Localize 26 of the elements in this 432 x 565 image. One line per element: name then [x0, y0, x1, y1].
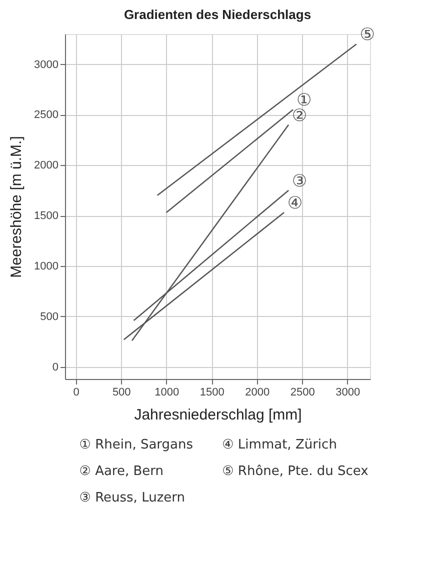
x-tick-label: 3000: [336, 386, 360, 398]
x-tick-label: 2000: [245, 386, 270, 398]
y-tick-label: 3000: [34, 58, 58, 71]
y-tick-label: 1500: [34, 210, 58, 222]
series-label: ②: [292, 106, 308, 126]
x-tick-label: 2500: [290, 386, 315, 398]
y-tick-label: 1000: [34, 260, 58, 273]
x-axis-title: Jahresniederschlag [mm]: [134, 406, 302, 424]
series-label: ⑤: [360, 25, 376, 46]
text: ② Aare, Bern: [79, 464, 164, 479]
text: ④ Limmat, Zürich: [222, 437, 337, 452]
y-tick-label: 2000: [34, 160, 58, 172]
x-tick-label: 0: [73, 386, 80, 398]
text: ⑤ Rhône, Pte. du Scex: [222, 464, 369, 479]
x-tick-label: 1500: [200, 386, 224, 398]
chart-title: Gradienten des Niederschlags: [124, 7, 312, 22]
y-axis-title: Meereshöhe [m ü.M.]: [8, 136, 26, 278]
series-label: ③: [292, 171, 308, 192]
text: ① Rhein, Sargans: [79, 437, 194, 452]
series-label: ④: [287, 194, 303, 214]
x-tick-label: 500: [112, 386, 131, 398]
y-tick-label: 0: [52, 361, 58, 374]
x-tick-label: 1000: [154, 386, 180, 398]
y-tick-label: 500: [40, 310, 58, 323]
text: ③ Reuss, Luzern: [79, 490, 186, 506]
y-tick-label: 2500: [34, 109, 58, 122]
